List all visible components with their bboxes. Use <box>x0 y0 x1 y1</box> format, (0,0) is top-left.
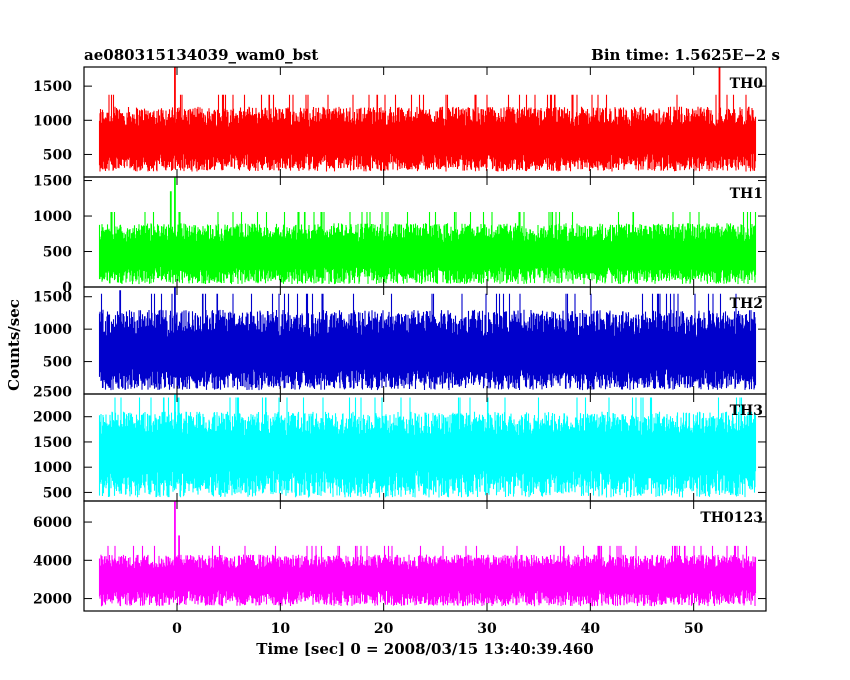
y-tick-label: 1000 <box>33 113 72 129</box>
bin-time-label: Bin time: 1.5625E−2 s <box>591 46 780 64</box>
x-axis-label: Time [sec] 0 = 2008/03/15 13:40:39.460 <box>256 640 593 658</box>
y-tick-label: 500 <box>43 355 72 371</box>
y-tick-label: 1500 <box>33 290 72 306</box>
y-tick-label: 1000 <box>33 209 72 225</box>
panel-label-th3: TH3 <box>730 403 763 419</box>
panel-label-th1: TH1 <box>730 186 763 202</box>
panels-group: 500 1000 1500 TH0 0 500 1000 1500 TH1 500 1000 1500… <box>33 66 767 612</box>
y-tick-label: 2000 <box>33 592 72 608</box>
y-tick-label: 2500 <box>33 384 72 400</box>
panel-th0123: 2000 4000 6000 TH0123 <box>33 500 767 612</box>
panel-th1: 0 500 1000 1500 TH1 <box>33 174 767 296</box>
panel-label-th0: TH0 <box>730 76 764 92</box>
x-tick-label: 50 <box>684 621 704 637</box>
y-tick-label: 2000 <box>33 410 72 426</box>
y-tick-label: 6000 <box>33 515 72 531</box>
y-tick-label: 4000 <box>33 553 72 569</box>
y-tick-label: 1000 <box>33 460 72 476</box>
x-tick-label: 20 <box>374 621 394 637</box>
y-tick-label: 500 <box>43 147 72 163</box>
series-th3 <box>98 397 757 498</box>
series-th2 <box>98 293 757 391</box>
y-tick-label: 0 <box>62 280 72 296</box>
series-th1 <box>98 212 757 285</box>
panel-label-th0123: TH0123 <box>700 510 763 526</box>
x-axis: 0 10 20 30 40 50 <box>172 621 704 637</box>
x-tick-label: 40 <box>581 621 601 637</box>
series-th0 <box>98 94 757 172</box>
panel-label-th2: TH2 <box>730 296 763 312</box>
y-tick-label: 500 <box>43 485 72 501</box>
y-tick-label: 1000 <box>33 322 72 338</box>
series-th0123 <box>98 545 757 607</box>
x-tick-label: 30 <box>477 621 497 637</box>
panel-th0: 500 1000 1500 TH0 <box>33 66 767 178</box>
y-tick-label: 1500 <box>33 79 72 95</box>
y-tick-label: 1500 <box>33 435 72 451</box>
panel-frame <box>83 500 767 612</box>
x-tick-label: 10 <box>271 621 291 637</box>
panel-th3: 500 1000 1500 2000 2500 TH3 <box>33 384 767 502</box>
plot-title: ae080315134039_wam0_bst <box>84 46 318 64</box>
panel-th2: 500 1000 1500 TH2 <box>33 286 767 395</box>
x-tick-label: 0 <box>172 621 182 637</box>
y-tick-label: 1500 <box>33 174 72 190</box>
y-axis-label: Counts/sec <box>5 299 23 391</box>
y-tick-label: 500 <box>43 245 72 261</box>
